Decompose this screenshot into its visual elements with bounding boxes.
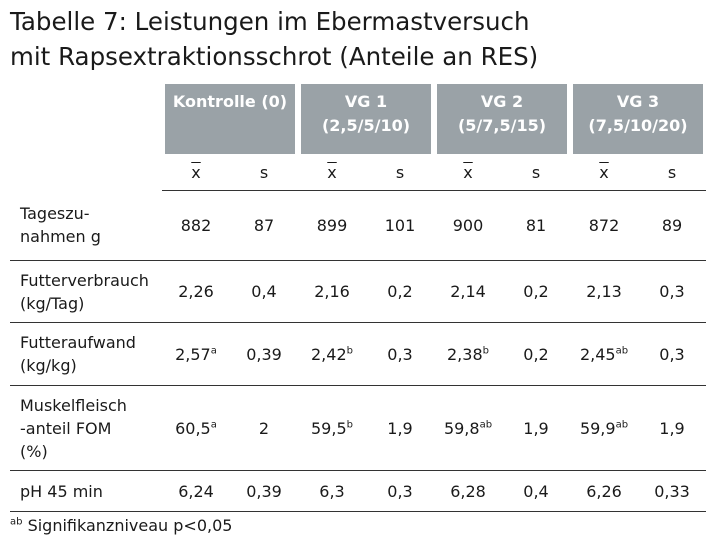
title-line-1: Tabelle 7: Leistungen im Ebermastversuch	[10, 7, 530, 36]
table-cell: 1,9	[502, 385, 570, 471]
group-header-line-1: Kontrolle (0)	[172, 92, 288, 111]
group-header-kontrolle: Kontrolle (0)	[165, 84, 295, 154]
table-cell: 101	[366, 190, 434, 261]
footnote-text: Signifikanzniveau p<0,05	[27, 516, 233, 535]
mean-symbol: x	[191, 162, 201, 182]
table-cell: 2,42b	[298, 322, 366, 386]
title-line-2: mit Rapsextraktionsschrot (Anteile an RE…	[10, 42, 539, 71]
table-cell: 2,57a	[162, 322, 230, 386]
table-cell: 6,24	[162, 470, 230, 512]
group-header-line-2: (2,5/5/10)	[321, 116, 411, 135]
table-row: Futterverbrauch (kg/Tag) 2,26 0,4 2,16 0…	[10, 260, 706, 323]
group-header-vg1: VG 1 (2,5/5/10)	[301, 84, 431, 154]
group-header-line-2: (7,5/10/20)	[588, 116, 688, 135]
table-cell: 2,38b	[434, 322, 502, 386]
table-cell: 2	[230, 385, 298, 471]
table-cell: 900	[434, 190, 502, 261]
table-cell: 59,9ab	[570, 385, 638, 471]
table-title: Tabelle 7: Leistungen im Ebermastversuch…	[10, 4, 538, 74]
group-header-vg3: VG 3 (7,5/10/20)	[573, 84, 703, 154]
table-cell: 1,9	[366, 385, 434, 471]
table-cell: 0,4	[230, 260, 298, 323]
table-cell: 1,9	[638, 385, 706, 471]
group-header-line-1: VG 3	[616, 92, 660, 111]
table-cell: 0,33	[638, 470, 706, 512]
table-cell: 872	[570, 190, 638, 261]
table-cell: 0,2	[502, 260, 570, 323]
mean-symbol: x	[463, 162, 473, 182]
table-row: Tageszu- nahmen g 882 87 899 101 900 81 …	[10, 190, 706, 261]
table-cell: 6,3	[298, 470, 366, 512]
table-cell: 0,2	[502, 322, 570, 386]
mean-symbol: x	[327, 162, 337, 182]
table-cell: 2,16	[298, 260, 366, 323]
table-cell: 87	[230, 190, 298, 261]
mean-symbol: x	[599, 162, 609, 182]
row-label: pH 45 min	[10, 470, 162, 512]
table-cell: 2,14	[434, 260, 502, 323]
row-label: Futteraufwand (kg/kg)	[10, 322, 162, 386]
header-corner	[10, 84, 162, 154]
footnote: ab Signifikanzniveau p<0,05	[10, 516, 232, 535]
group-header-line-1: VG 2	[480, 92, 524, 111]
table-cell: 899	[298, 190, 366, 261]
table-cell: 0,4	[502, 470, 570, 512]
table-cell: 0,3	[638, 322, 706, 386]
table-cell: 0,3	[366, 322, 434, 386]
table-cell: 59,5b	[298, 385, 366, 471]
footnote-marker: ab	[10, 516, 23, 528]
table-cell: 2,45ab	[570, 322, 638, 386]
table-cell: 0,3	[366, 470, 434, 512]
table-cell: 0,3	[638, 260, 706, 323]
table-row: pH 45 min 6,24 0,39 6,3 0,3 6,28 0,4 6,2…	[10, 470, 706, 512]
sd-symbol: s	[259, 162, 269, 182]
table-row: Muskelfleisch -anteil FOM (%) 60,5a 2 59…	[10, 385, 706, 471]
table-cell: 882	[162, 190, 230, 261]
table-cell: 2,26	[162, 260, 230, 323]
sd-symbol: s	[531, 162, 541, 182]
row-label: Muskelfleisch -anteil FOM (%)	[10, 385, 162, 471]
sd-symbol: s	[667, 162, 677, 182]
group-header-row: Kontrolle (0) VG 1 (2,5/5/10)	[10, 84, 706, 154]
group-header-vg2: VG 2 (5/7,5/15)	[437, 84, 567, 154]
table-cell: 0,2	[366, 260, 434, 323]
table-row: Futteraufwand (kg/kg) 2,57a 0,39 2,42b 0…	[10, 322, 706, 386]
table-cell: 6,26	[570, 470, 638, 512]
row-label: Tageszu- nahmen g	[10, 190, 162, 261]
group-header-line-1: VG 1	[344, 92, 388, 111]
subheader-row: x s x s x s x s	[10, 154, 706, 191]
results-table: Kontrolle (0) VG 1 (2,5/5/10)	[10, 84, 706, 512]
sd-symbol: s	[395, 162, 405, 182]
group-header-line-2: (5/7,5/15)	[457, 116, 547, 135]
table-cell: 0,39	[230, 470, 298, 512]
table-cell: 81	[502, 190, 570, 261]
table-cell: 60,5a	[162, 385, 230, 471]
row-label: Futterverbrauch (kg/Tag)	[10, 260, 162, 323]
table-cell: 2,13	[570, 260, 638, 323]
table-cell: 59,8ab	[434, 385, 502, 471]
table-cell: 6,28	[434, 470, 502, 512]
table-cell: 0,39	[230, 322, 298, 386]
table-cell: 89	[638, 190, 706, 261]
